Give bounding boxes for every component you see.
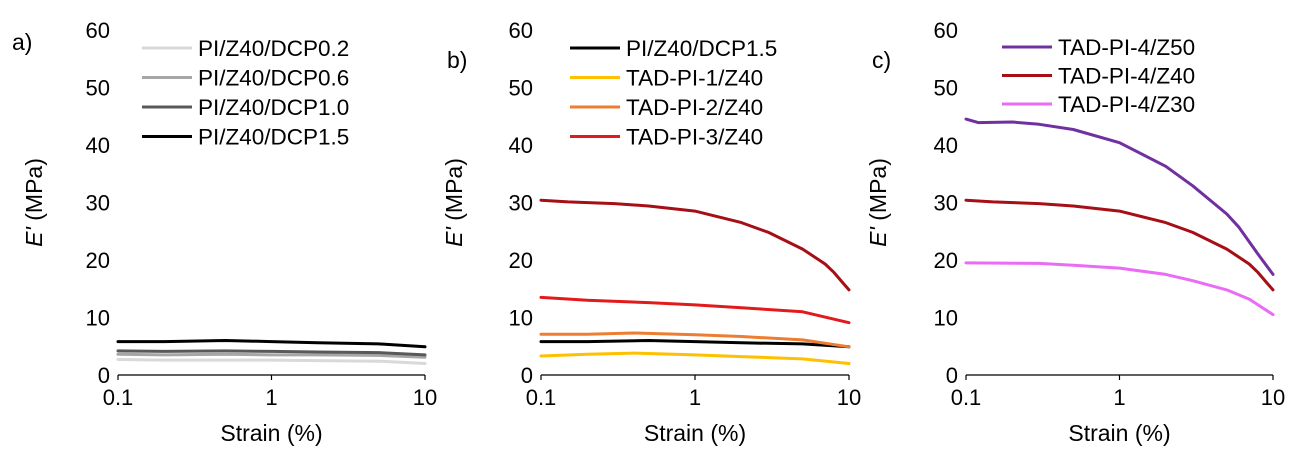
panel-c-label: c) [872, 47, 891, 73]
panel-b-x-tick-label: 1 [689, 385, 701, 410]
panel-a-legend-label: PI/Z40/DCP0.6 [198, 66, 349, 91]
panel-b-series-line-3 [539, 331, 851, 349]
panel-b-y-axis-label-symbol: E' [441, 226, 467, 247]
panel-c-x-tick-label: 10 [1261, 385, 1285, 410]
panel-a-y-tick-label: 40 [86, 133, 110, 158]
panel-b-legend-label: TAD-PI-2/Z40 [626, 95, 763, 120]
panel-a-y-tick-label: 30 [86, 191, 110, 216]
panel-b-y-tick-label: 30 [509, 191, 533, 216]
panel-a-y-tick-label: 60 [86, 18, 110, 43]
panel-b-x-tick-label: 10 [837, 385, 861, 410]
panel-b-x-tick-label: 0.1 [526, 385, 557, 410]
panel-b-x-ticks: 0.1 1 10 [526, 375, 861, 410]
panel-a-y-tick-label: 10 [86, 306, 110, 331]
panel-b-y-axis-label-unit: (MPa) [441, 158, 467, 227]
panel-b-y-tick-label: 0 [521, 363, 533, 388]
panel-c-legend-label: TAD-PI-4/Z40 [1058, 64, 1195, 89]
panel-b-y-tick-label: 10 [509, 306, 533, 331]
panel-c-y-tick-label: 0 [946, 363, 958, 388]
panel-c-y-tick-label: 30 [934, 191, 958, 216]
panel-c-y-axis-label: E' (MPa) [865, 158, 891, 247]
panel-a-label: a) [12, 29, 32, 55]
panel-c-x-axis-label: Strain (%) [1068, 420, 1170, 446]
panel-a-y-tick-label: 0 [98, 363, 110, 388]
panel-a-lines [116, 339, 427, 365]
panel-b-y-tick-label: 40 [509, 133, 533, 158]
panel-a-legend-label: PI/Z40/DCP0.2 [198, 36, 349, 61]
panel-c-legend-label: TAD-PI-4/Z30 [1058, 92, 1195, 117]
panel-a-y-tick-label: 50 [86, 76, 110, 101]
panel-b-y-tick-label: 60 [509, 18, 533, 43]
panel-c-legend: TAD-PI-4/Z50 TAD-PI-4/Z40 TAD-PI-4/Z30 [1002, 35, 1195, 117]
panel-a-y-axis-label-unit: (MPa) [21, 158, 47, 227]
panel-a-x-ticks: 0.1 1 10 [103, 375, 437, 410]
panel-b-series-line-4 [539, 295, 851, 325]
panel-c-y-ticks: 0 10 20 30 40 50 60 [934, 18, 958, 388]
panel-c-x-ticks: 0.1 1 10 [951, 375, 1285, 410]
panel-b-series-line-5 [539, 198, 851, 292]
panel-c-x-tick-label: 1 [1113, 385, 1125, 410]
panel-a-x-tick-label: 0.1 [103, 385, 134, 410]
panel-c-y-tick-label: 40 [934, 133, 958, 158]
panel-a-y-tick-label: 20 [86, 248, 110, 273]
panel-a-legend: PI/Z40/DCP0.2 PI/Z40/DCP0.6 PI/Z40/DCP1.0 P… [142, 36, 349, 150]
panel-a-y-axis-label: E' (MPa) [21, 158, 47, 247]
panel-c-lines [964, 117, 1275, 317]
panel-a-legend-label: PI/Z40/DCP1.0 [198, 95, 349, 120]
panel-b-lines [539, 198, 851, 365]
panel-c-y-tick-label: 10 [934, 306, 958, 331]
panel-c-x-tick-label: 0.1 [951, 385, 982, 410]
panel-c-series-line-3 [964, 261, 1275, 317]
panel-b-label: b) [447, 47, 467, 73]
panel-a-x-tick-label: 1 [265, 385, 277, 410]
panel-b: b) 0 10 20 30 40 50 60 0.1 1 10 PI/Z40/DCP1.5 TAD… [441, 18, 861, 446]
panel-b-y-tick-label: 20 [509, 248, 533, 273]
panel-c-y-tick-label: 60 [934, 18, 958, 43]
panel-a-series-line-3 [116, 349, 427, 357]
panel-c-y-tick-label: 50 [934, 76, 958, 101]
panel-b-legend-label: PI/Z40/DCP1.5 [626, 36, 777, 61]
panel-b-legend: PI/Z40/DCP1.5 TAD-PI-1/Z40 TAD-PI-2/Z40 TAD… [570, 36, 777, 150]
panel-a-series-line-4 [116, 339, 427, 349]
panel-b-y-tick-label: 50 [509, 76, 533, 101]
panel-c-series-line-2 [964, 198, 1275, 292]
panel-a-legend-label: PI/Z40/DCP1.5 [198, 125, 349, 150]
panel-a-y-axis-label-symbol: E' [21, 226, 47, 247]
panel-b-y-ticks: 0 10 20 30 40 50 60 [509, 18, 533, 388]
panel-c-series-line-1 [964, 117, 1275, 276]
panel-b-series-line-1 [539, 339, 851, 349]
panel-a-x-axis-label: Strain (%) [220, 420, 322, 446]
panel-a-series-line-1 [116, 358, 427, 365]
panel-b-legend-label: TAD-PI-3/Z40 [626, 125, 763, 150]
panel-c-y-tick-label: 20 [934, 248, 958, 273]
panel-a-x-tick-label: 10 [413, 385, 437, 410]
panel-c-y-axis-label-symbol: E' [865, 226, 891, 247]
panel-a-series-line-2 [116, 352, 427, 359]
panel-b-legend-label: TAD-PI-1/Z40 [626, 66, 763, 91]
panel-b-series-line-2 [539, 351, 851, 365]
panel-c-legend-label: TAD-PI-4/Z50 [1058, 35, 1195, 60]
panel-a-y-ticks: 0 10 20 30 40 50 60 [86, 18, 110, 388]
panel-c-y-axis-label-unit: (MPa) [865, 158, 891, 227]
panel-b-x-axis-label: Strain (%) [644, 420, 746, 446]
panel-b-y-axis-label: E' (MPa) [441, 158, 467, 247]
